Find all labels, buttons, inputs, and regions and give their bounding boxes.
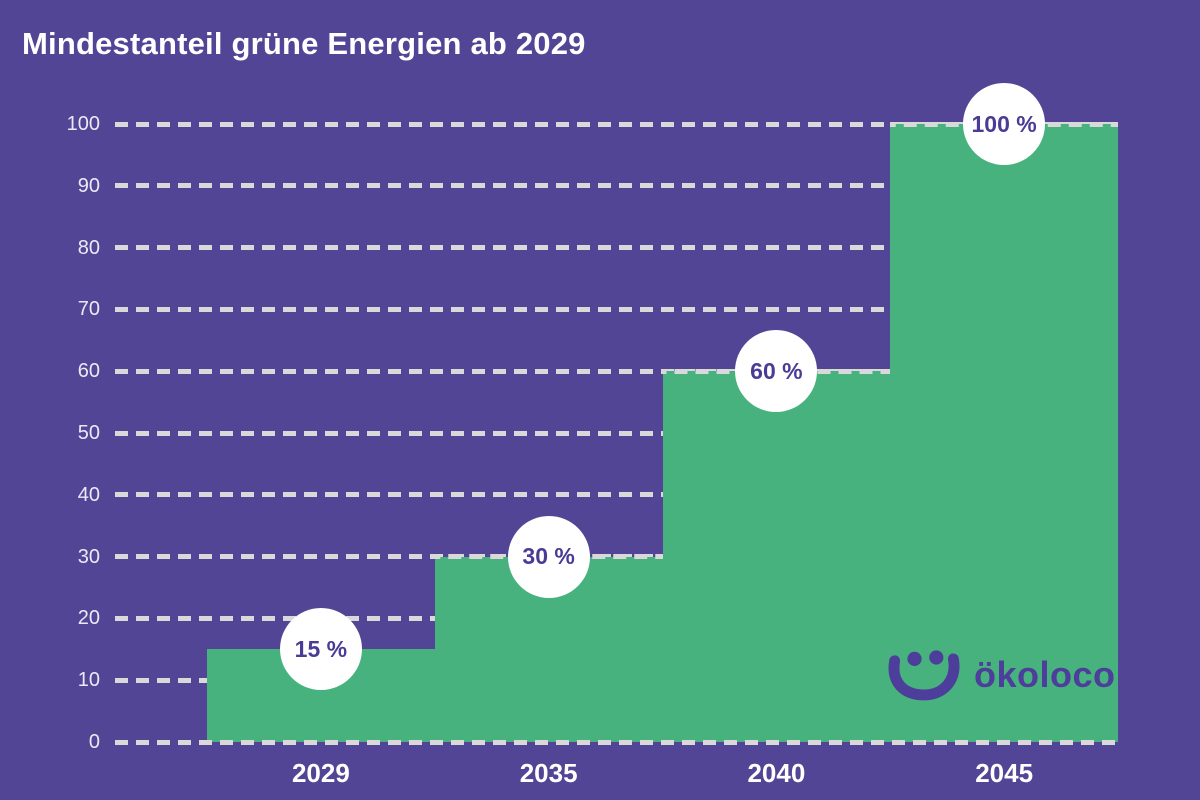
gridline (115, 492, 1118, 498)
chart-title: Mindestanteil grüne Energien ab 2029 (22, 26, 586, 61)
value-badge: 100 % (963, 83, 1046, 165)
smiley-icon (888, 650, 960, 701)
gridline (115, 306, 1118, 312)
y-tick-label: 80 (77, 236, 100, 259)
y-tick-label: 50 (77, 422, 100, 444)
logo-text: ökoloco (974, 654, 1116, 695)
gridline (115, 430, 1118, 436)
y-tick-label: 0 (88, 731, 100, 753)
y-tick-label: 30 (77, 545, 100, 568)
y-tick-label: 20 (77, 607, 100, 630)
x-tick-label: 2029 (291, 758, 350, 788)
y-tick-label: 10 (77, 669, 100, 692)
y-tick-label: 100 (66, 113, 100, 135)
value-badge: 60 % (735, 330, 818, 413)
x-tick-label: 2040 (747, 758, 806, 788)
value-badge: 15 % (279, 608, 362, 691)
baseline-gridline (115, 739, 1118, 745)
gridline (115, 183, 1118, 189)
bar-step (890, 124, 1118, 742)
gridline (115, 121, 1118, 127)
value-badge: 30 % (507, 515, 590, 598)
y-tick-label: 70 (77, 298, 100, 321)
bar-step (662, 371, 891, 742)
y-tick-label: 60 (77, 360, 100, 383)
y-tick-label: 90 (77, 174, 100, 197)
x-tick-label: 2035 (519, 758, 578, 788)
y-tick-label: 40 (77, 483, 100, 506)
x-tick-label: 2045 (975, 758, 1034, 788)
gridline (115, 368, 1118, 374)
gridline (115, 245, 1118, 251)
logo: ökoloco (888, 648, 1116, 702)
